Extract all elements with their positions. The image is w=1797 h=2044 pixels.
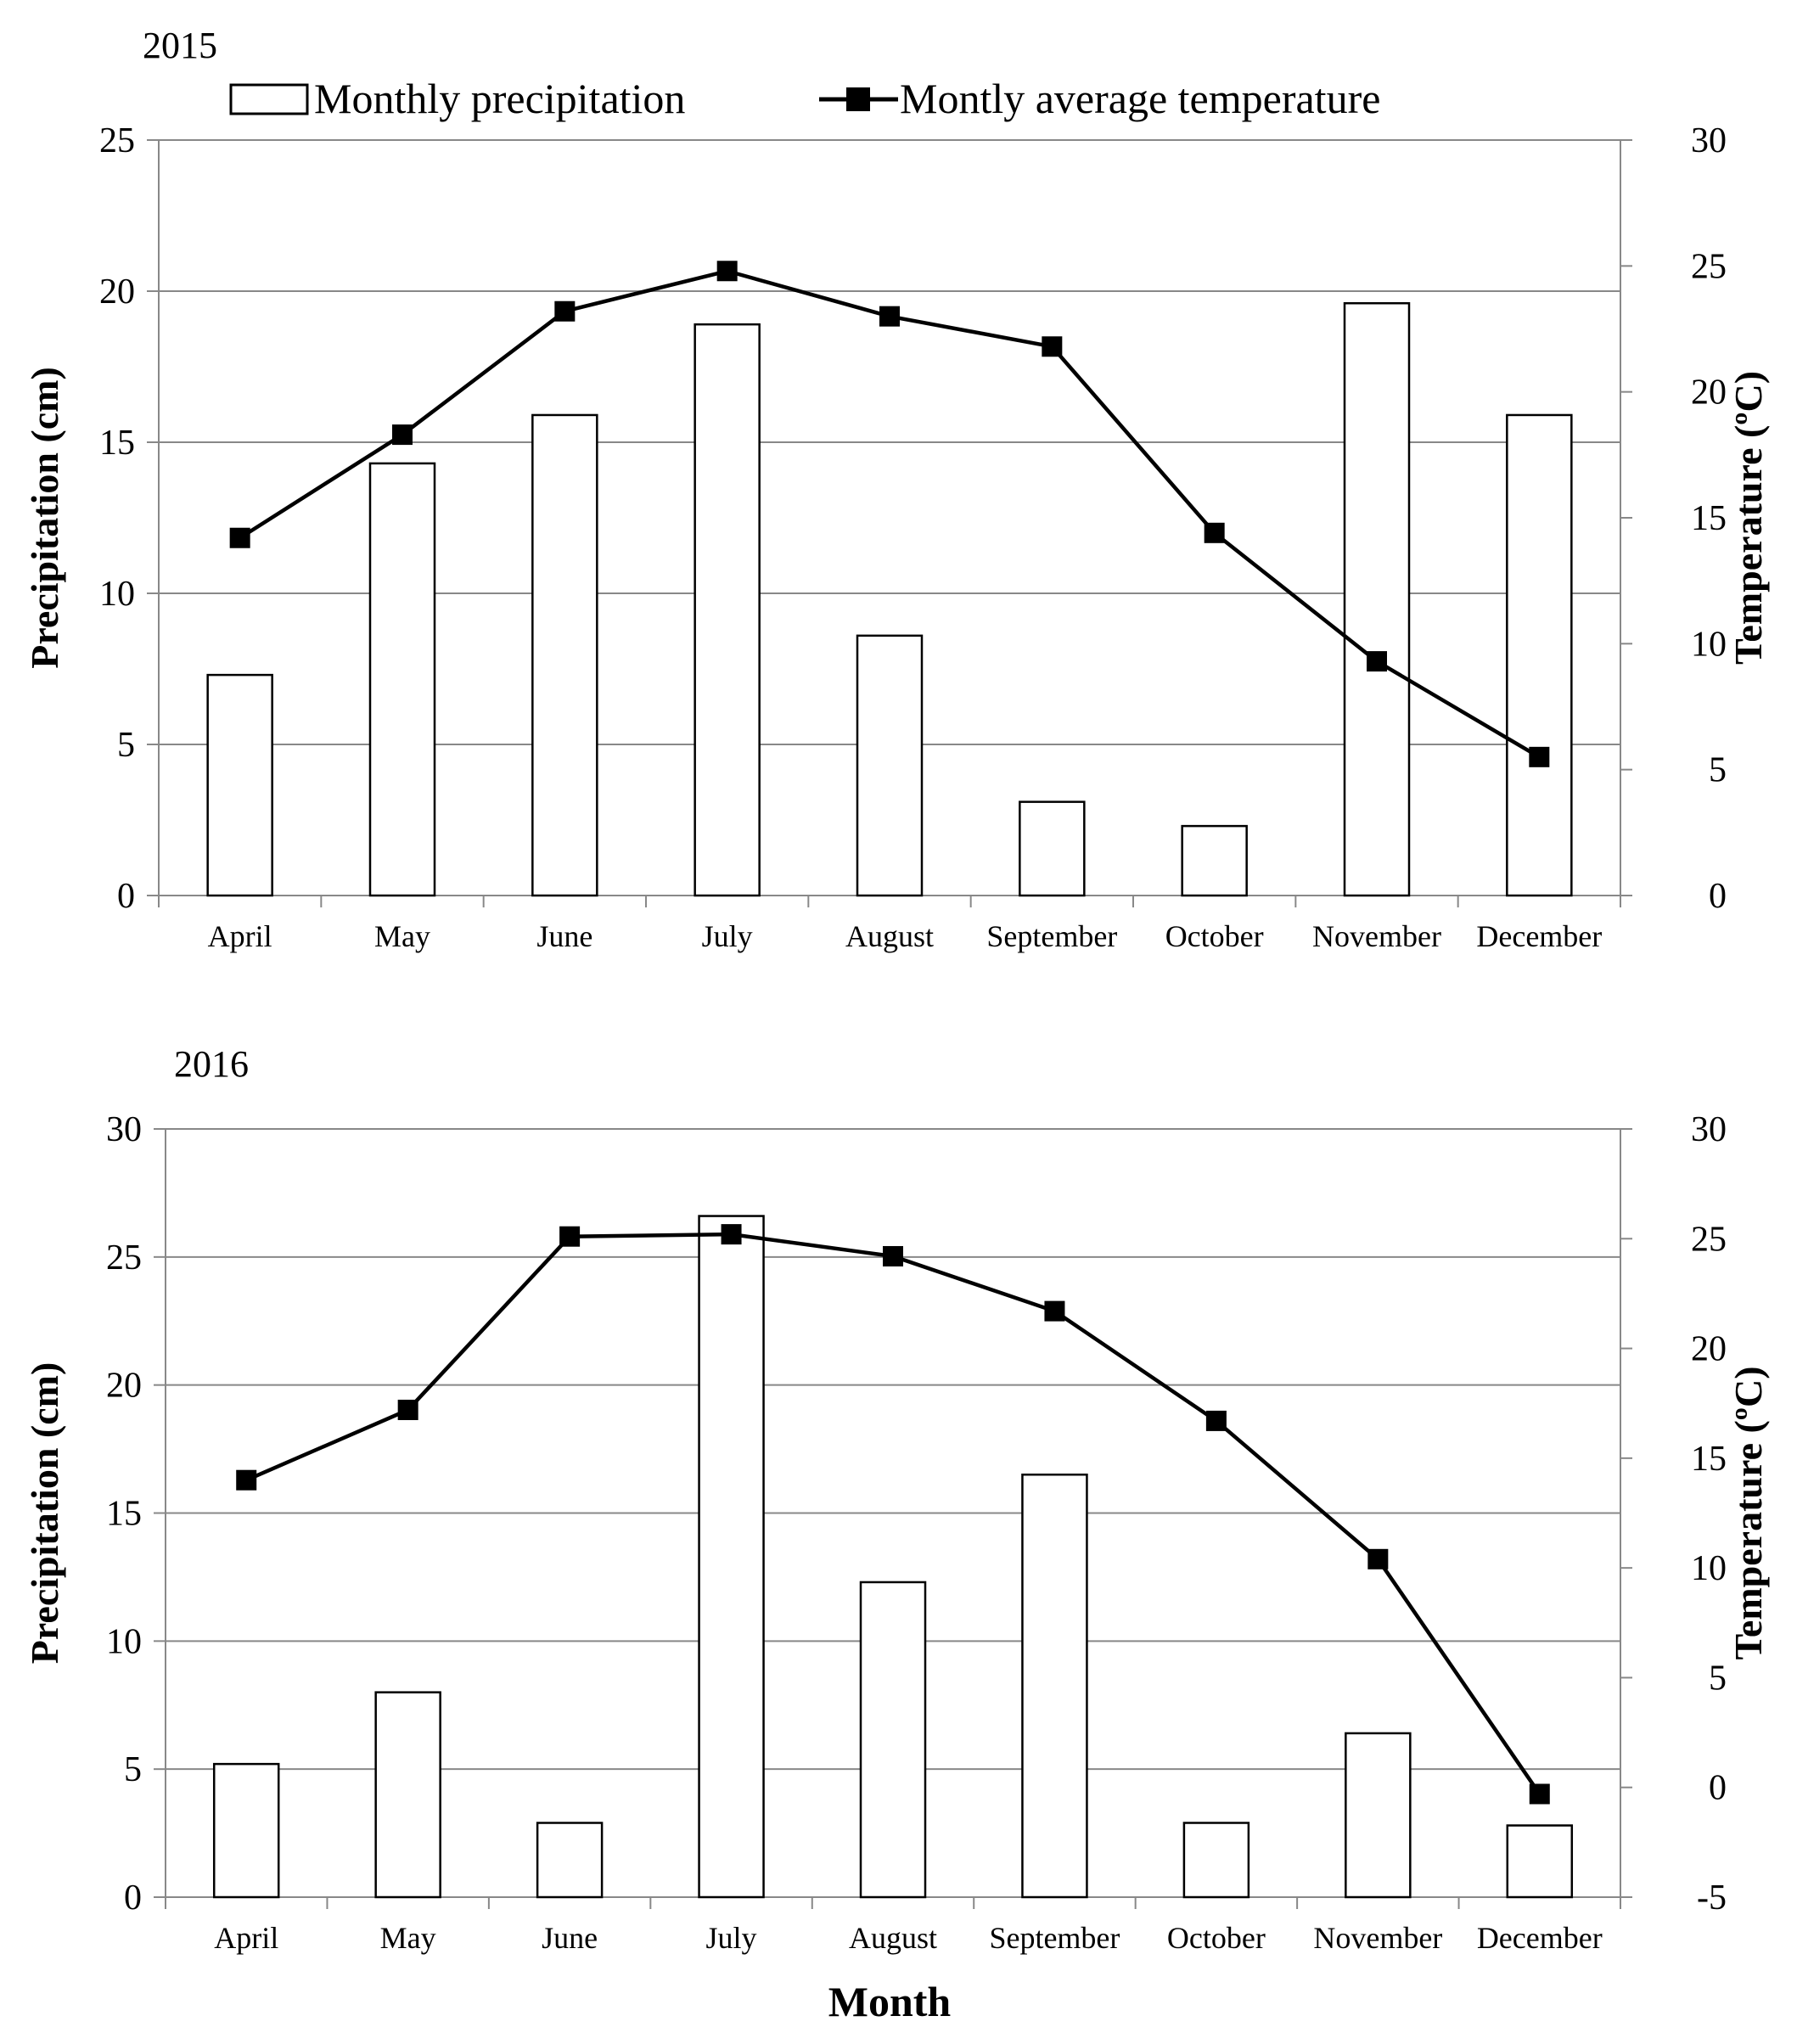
left-tick-label: 5 xyxy=(124,1750,142,1789)
precip-bar-June xyxy=(536,1822,604,1899)
chart-title: 2015 xyxy=(143,25,217,66)
precip-bar-October xyxy=(1182,1822,1250,1899)
temp-point-May xyxy=(397,1399,418,1420)
precip-bar-November xyxy=(1345,1732,1412,1899)
left-tick-label: 0 xyxy=(124,1878,142,1918)
temp-point-July xyxy=(721,1224,742,1245)
precip-bar-September xyxy=(1021,1474,1088,1899)
temp-point-June xyxy=(559,1226,581,1247)
x-tick-label: November xyxy=(1312,919,1441,953)
x-tick-label: September xyxy=(986,919,1117,953)
x-axis-label: Month xyxy=(828,1978,952,2025)
temp-point-November xyxy=(1367,651,1387,672)
temp-point-November xyxy=(1367,1548,1389,1570)
x-tick-label: May xyxy=(374,919,430,953)
chart-2015: 2015 0 5 10 15 20 25 0 5 10 15 20 25 30 April May June Ju… xyxy=(23,25,1770,953)
right-tick-label: 10 xyxy=(1691,1549,1727,1588)
y-axis-label: Precipitation (cm) xyxy=(23,367,66,669)
legend-precip-label: Monthly precipitation xyxy=(314,75,685,122)
y2-axis-label: Temperature (ºC) xyxy=(1727,371,1770,665)
temp-point-August xyxy=(883,1245,903,1266)
x-tick-label: April xyxy=(214,1921,278,1955)
legend-temp-label: Montly average temperature xyxy=(900,75,1380,122)
temp-point-June xyxy=(554,300,576,322)
precip-bar-July xyxy=(698,1215,765,1899)
x-tick-label: April xyxy=(208,919,272,953)
temp-point-April xyxy=(236,1469,257,1491)
x-tick-label: September xyxy=(989,1921,1120,1955)
temp-point-December xyxy=(1529,1783,1550,1805)
left-tick-label: 30 xyxy=(106,1110,142,1149)
right-tick-label: 25 xyxy=(1691,1220,1727,1259)
right-tick-label: 10 xyxy=(1691,625,1727,664)
chart-2016: 2016 0 5 10 15 20 25 30 -5 0 5 10 15 20 25 30 April May Ju… xyxy=(23,1043,1770,1955)
left-tick-label: 5 xyxy=(117,726,135,765)
temp-point-July xyxy=(716,261,738,282)
precip-bar-July xyxy=(694,323,761,897)
precip-bar-April xyxy=(206,673,273,897)
temp-point-May xyxy=(392,424,413,446)
left-tick-label: 10 xyxy=(106,1622,142,1661)
left-tick-label: 10 xyxy=(99,575,135,614)
temp-point-October xyxy=(1204,522,1225,543)
temp-point-December xyxy=(1529,746,1550,767)
left-tick-label: 20 xyxy=(99,272,135,312)
temp-point-September xyxy=(1042,336,1063,357)
precip-bar-June xyxy=(531,413,598,897)
chart-title: 2016 xyxy=(174,1043,249,1085)
legend: Monthly precipitation Montly average tem… xyxy=(229,75,1380,122)
left-tick-label: 25 xyxy=(99,121,135,160)
x-tick-label: June xyxy=(542,1921,598,1955)
precip-bar-September xyxy=(1019,800,1086,897)
precip-bar-August xyxy=(859,1581,927,1899)
right-tick-label: 0 xyxy=(1709,1769,1727,1808)
right-tick-label: 0 xyxy=(1709,877,1727,916)
y2-axis-label: Temperature (ºC) xyxy=(1727,1366,1770,1659)
temp-point-September xyxy=(1044,1300,1065,1322)
precip-bar-October xyxy=(1181,824,1248,897)
y-axis-label: Precipitation (cm) xyxy=(23,1362,66,1665)
x-tick-label: August xyxy=(849,1921,937,1955)
left-tick-label: 15 xyxy=(106,1495,142,1534)
right-tick-label: 5 xyxy=(1709,751,1727,790)
x-tick-label: July xyxy=(702,919,753,953)
precip-bar-May xyxy=(374,1691,441,1899)
precip-bar-April xyxy=(212,1762,280,1899)
x-tick-label: May xyxy=(380,1921,436,1955)
precip-bar-August xyxy=(856,634,924,897)
x-tick-label: June xyxy=(536,919,592,953)
right-tick-label: 25 xyxy=(1691,247,1727,286)
right-tick-label: -5 xyxy=(1697,1878,1727,1918)
legend-precip-swatch xyxy=(229,83,309,115)
left-tick-label: 20 xyxy=(106,1367,142,1406)
x-tick-label: October xyxy=(1167,1921,1266,1955)
right-tick-label: 30 xyxy=(1691,1110,1727,1149)
x-tick-label: July xyxy=(706,1921,757,1955)
x-tick-label: November xyxy=(1313,1921,1442,1955)
legend-temp-marker xyxy=(846,87,870,111)
temp-point-October xyxy=(1205,1410,1227,1431)
x-tick-label: December xyxy=(1477,1921,1603,1955)
precip-bar-November xyxy=(1343,301,1411,897)
precip-bar-December xyxy=(1506,413,1573,897)
left-tick-label: 15 xyxy=(99,424,135,463)
x-tick-label: October xyxy=(1165,919,1264,953)
right-tick-label: 15 xyxy=(1691,1440,1727,1479)
x-tick-label: December xyxy=(1476,919,1602,953)
precip-bar-December xyxy=(1506,1824,1574,1899)
right-tick-label: 5 xyxy=(1709,1659,1727,1698)
temp-point-April xyxy=(229,527,250,548)
left-tick-label: 25 xyxy=(106,1238,142,1278)
right-tick-label: 15 xyxy=(1691,499,1727,538)
temp-point-August xyxy=(879,306,900,327)
right-tick-label: 20 xyxy=(1691,1330,1727,1369)
precip-bar-May xyxy=(368,462,436,897)
left-tick-label: 0 xyxy=(117,877,135,916)
right-tick-label: 30 xyxy=(1691,121,1727,160)
right-tick-label: 20 xyxy=(1691,373,1727,413)
x-tick-label: August xyxy=(845,919,934,953)
